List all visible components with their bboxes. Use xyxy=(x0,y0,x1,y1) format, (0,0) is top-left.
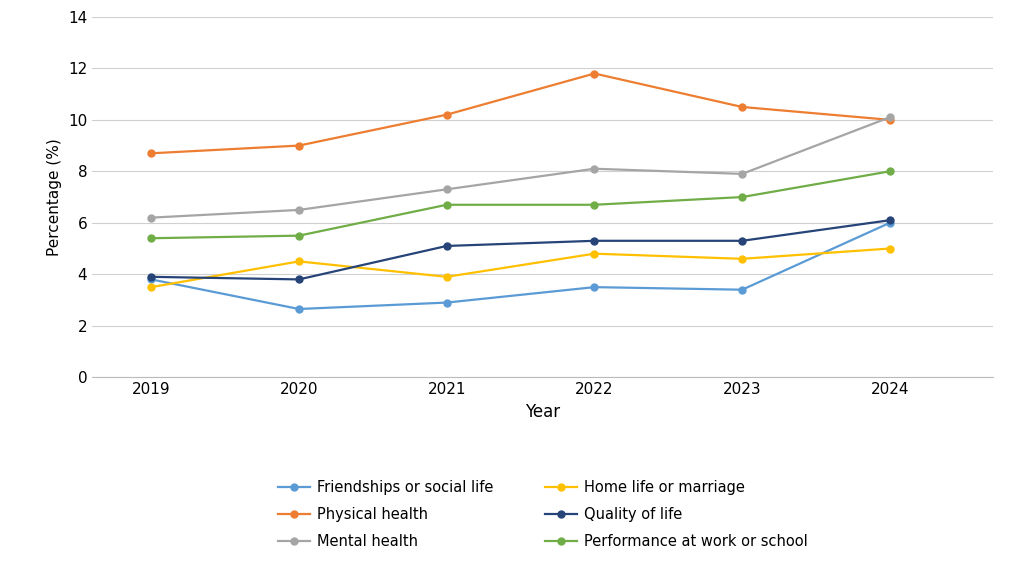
Friendships or social life xyxy=(884,220,896,226)
Quality of life xyxy=(145,274,158,280)
Line: Quality of life: Quality of life xyxy=(147,217,893,283)
Mental health xyxy=(884,114,896,120)
Mental health xyxy=(588,166,600,172)
Quality of life xyxy=(736,238,749,244)
Friendships or social life xyxy=(145,276,158,283)
Physical health xyxy=(884,117,896,123)
Home life or marriage xyxy=(884,245,896,252)
Line: Mental health: Mental health xyxy=(147,114,893,221)
Quality of life xyxy=(440,243,453,249)
Performance at work or school xyxy=(884,168,896,175)
Physical health xyxy=(440,111,453,118)
Physical health xyxy=(145,150,158,157)
Mental health xyxy=(145,215,158,221)
Home life or marriage xyxy=(145,284,158,291)
Friendships or social life xyxy=(440,299,453,306)
Friendships or social life xyxy=(293,306,305,312)
Physical health xyxy=(293,142,305,149)
Line: Home life or marriage: Home life or marriage xyxy=(147,245,893,291)
Home life or marriage xyxy=(588,251,600,257)
Quality of life xyxy=(588,238,600,244)
Home life or marriage xyxy=(293,258,305,265)
Friendships or social life xyxy=(588,284,600,291)
X-axis label: Year: Year xyxy=(525,403,560,421)
Performance at work or school xyxy=(736,194,749,200)
Performance at work or school xyxy=(440,202,453,208)
Y-axis label: Percentage (%): Percentage (%) xyxy=(47,138,62,256)
Performance at work or school xyxy=(588,202,600,208)
Legend: Friendships or social life, Physical health, Mental health, Home life or marriag: Friendships or social life, Physical hea… xyxy=(272,475,813,555)
Line: Performance at work or school: Performance at work or school xyxy=(147,168,893,242)
Quality of life xyxy=(884,217,896,224)
Line: Physical health: Physical health xyxy=(147,70,893,157)
Friendships or social life xyxy=(736,287,749,293)
Quality of life xyxy=(293,276,305,283)
Home life or marriage xyxy=(736,256,749,262)
Performance at work or school xyxy=(293,233,305,239)
Physical health xyxy=(736,104,749,110)
Mental health xyxy=(293,207,305,213)
Home life or marriage xyxy=(440,274,453,280)
Physical health xyxy=(588,70,600,77)
Line: Friendships or social life: Friendships or social life xyxy=(147,220,893,312)
Mental health xyxy=(736,171,749,177)
Mental health xyxy=(440,186,453,193)
Performance at work or school xyxy=(145,235,158,242)
